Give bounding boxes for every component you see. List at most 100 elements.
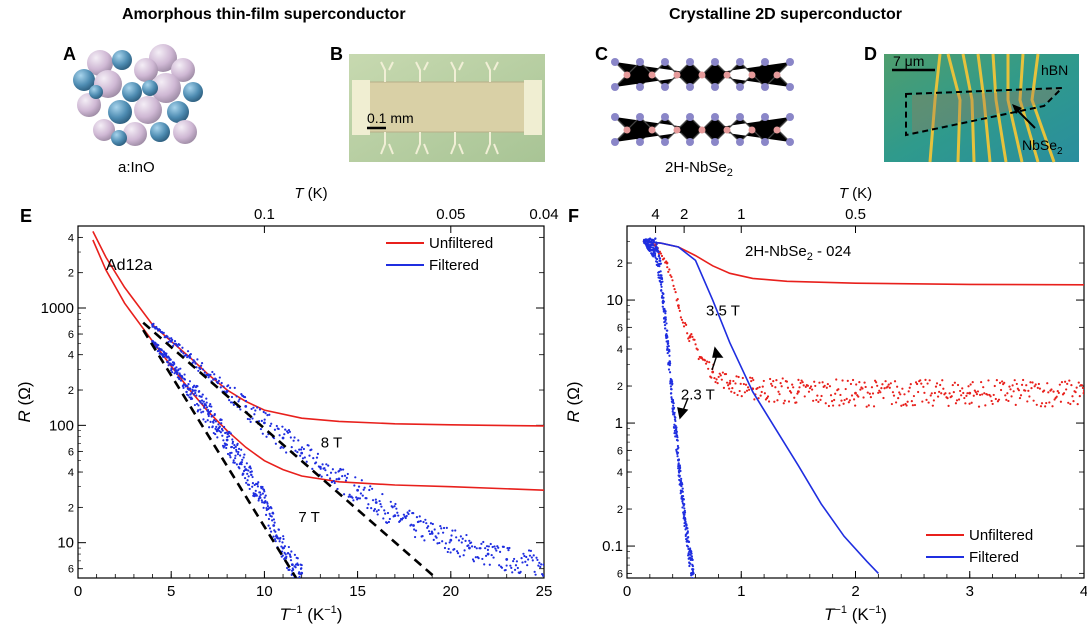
data-point: [445, 526, 448, 529]
data-point: [180, 350, 183, 353]
data-point: [415, 515, 419, 519]
data-point: [683, 502, 686, 506]
data-point: [899, 393, 902, 396]
data-point: [186, 385, 189, 388]
data-point: [803, 395, 806, 398]
data-point: [247, 469, 250, 472]
data-point: [857, 395, 860, 398]
data-point: [1017, 389, 1021, 392]
data-point: [213, 373, 216, 376]
data-point: [752, 378, 755, 382]
data-point: [883, 387, 886, 390]
data-point: [182, 386, 185, 389]
header-amorphous: Amorphous thin-film superconductor: [122, 6, 406, 23]
data-point: [867, 404, 870, 407]
data-point: [227, 384, 230, 387]
data-point: [341, 475, 344, 478]
data-point: [664, 312, 667, 315]
data-point: [511, 571, 514, 574]
data-point: [278, 434, 281, 437]
data-point: [986, 393, 989, 396]
data-point: [654, 252, 657, 255]
data-point: [782, 402, 785, 405]
data-point: [340, 468, 343, 471]
data-point: [674, 416, 677, 419]
panel-d-letter: D: [864, 44, 877, 64]
data-point: [505, 564, 508, 567]
arrow-head: [712, 346, 724, 358]
data-point: [183, 378, 187, 381]
data-point: [151, 339, 154, 343]
data-point: [864, 385, 867, 389]
data-point: [273, 521, 276, 524]
data-point: [761, 385, 764, 388]
data-point: [528, 554, 532, 557]
data-point: [201, 402, 204, 405]
data-point: [293, 553, 297, 556]
legend-label: Unfiltered: [969, 527, 1033, 544]
data-point: [323, 467, 326, 470]
legend-label: Unfiltered: [429, 235, 493, 252]
y-minor-tick-label: 2: [68, 502, 74, 514]
data-point: [527, 549, 531, 552]
data-point: [708, 361, 711, 364]
data-point: [225, 438, 229, 442]
data-point: [401, 517, 405, 520]
data-point: [532, 554, 535, 557]
data-point: [893, 380, 897, 383]
data-point: [913, 403, 917, 407]
data-point: [666, 347, 669, 350]
data-point: [728, 382, 732, 385]
data-point: [760, 390, 763, 394]
data-point: [281, 436, 285, 440]
x-tick-label: 20: [442, 583, 459, 600]
data-point: [172, 344, 175, 347]
sample-label: Ad12a: [106, 257, 152, 274]
data-point: [942, 387, 945, 390]
data-point: [468, 546, 471, 550]
data-point: [665, 335, 669, 339]
x-tick-label: 0: [74, 583, 82, 600]
data-point: [819, 398, 822, 402]
data-point: [277, 537, 280, 540]
data-point: [664, 310, 667, 313]
data-point: [691, 571, 695, 575]
data-point: [533, 570, 536, 573]
data-point: [1007, 399, 1010, 403]
data-point: [260, 499, 263, 502]
data-point: [1045, 401, 1048, 405]
data-point: [933, 391, 937, 395]
data-point: [268, 512, 271, 516]
data-point: [272, 524, 276, 527]
data-point: [934, 385, 938, 388]
data-point: [172, 342, 176, 345]
data-point: [497, 546, 500, 549]
data-point: [714, 380, 717, 384]
data-point: [676, 455, 679, 458]
panel-b-letter: B: [330, 44, 343, 64]
data-point: [680, 485, 683, 488]
data-point: [351, 496, 354, 499]
data-point: [231, 440, 235, 443]
data-point: [859, 388, 862, 391]
data-point: [674, 424, 677, 427]
data-point: [917, 390, 920, 394]
data-point: [513, 568, 517, 571]
data-point: [811, 388, 814, 391]
data-point: [250, 473, 253, 477]
data-point: [264, 494, 267, 497]
data-point: [903, 393, 906, 396]
data-point: [470, 545, 474, 548]
data-point: [233, 461, 236, 464]
data-point: [275, 424, 278, 428]
data-point: [191, 389, 194, 392]
data-point: [244, 405, 248, 408]
data-point: [825, 386, 828, 389]
data-point: [329, 471, 333, 474]
y-minor-tick-label: 4: [68, 232, 74, 244]
data-point: [232, 403, 235, 406]
data-point: [374, 498, 377, 501]
data-point: [659, 259, 662, 262]
data-point: [684, 528, 687, 531]
data-point: [983, 392, 986, 395]
